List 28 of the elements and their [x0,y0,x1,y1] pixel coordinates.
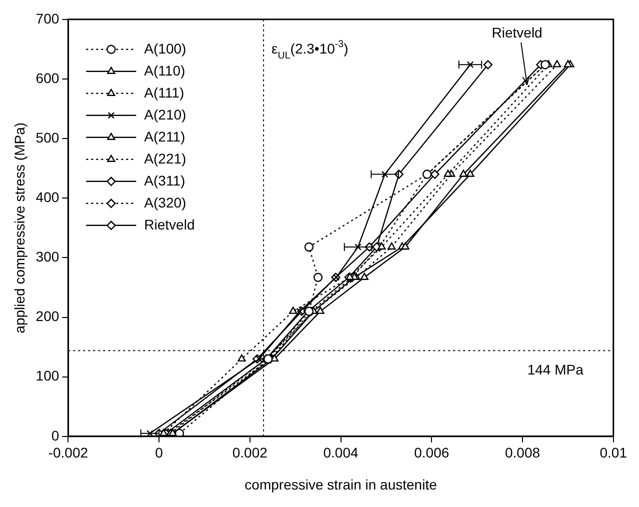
y-tick-label: 0 [51,427,60,444]
x-tick-label: -0.002 [48,444,88,461]
legend-label: A(100) [144,40,186,56]
ref-line-label: 144 MPa [527,362,584,378]
legend-label: A(110) [144,62,186,78]
legend-label: A(221) [144,150,186,166]
legend-label: A(111) [144,84,184,100]
y-tick-label: 600 [36,70,60,86]
x-tick-label: 0.006 [414,444,450,461]
legend-label: A(211) [144,128,186,144]
y-tick-label: 700 [36,10,60,26]
x-tick-label: 0 [155,444,164,461]
y-tick-label: 100 [36,368,60,384]
x-tick-label: 0.01 [600,444,628,461]
y-tick-label: 200 [36,308,60,324]
x-tick-label: 0.008 [504,444,540,461]
annotation: Rietveld [492,24,542,40]
x-tick-label: 0.004 [323,444,358,461]
y-tick-label: 400 [36,188,60,205]
legend-label: Rietveld [144,216,195,232]
y-tick-label: 300 [36,248,60,265]
y-tick-label: 500 [36,129,60,146]
legend-label: A(210) [144,106,186,122]
legend-label: A(320) [144,194,186,210]
x-axis-title: compressive strain in austenite [244,476,438,492]
y-axis-title: applied compressive stress (MPa) [11,122,28,334]
legend-label: A(311) [144,172,186,188]
x-tick-label: 0.002 [232,444,268,461]
